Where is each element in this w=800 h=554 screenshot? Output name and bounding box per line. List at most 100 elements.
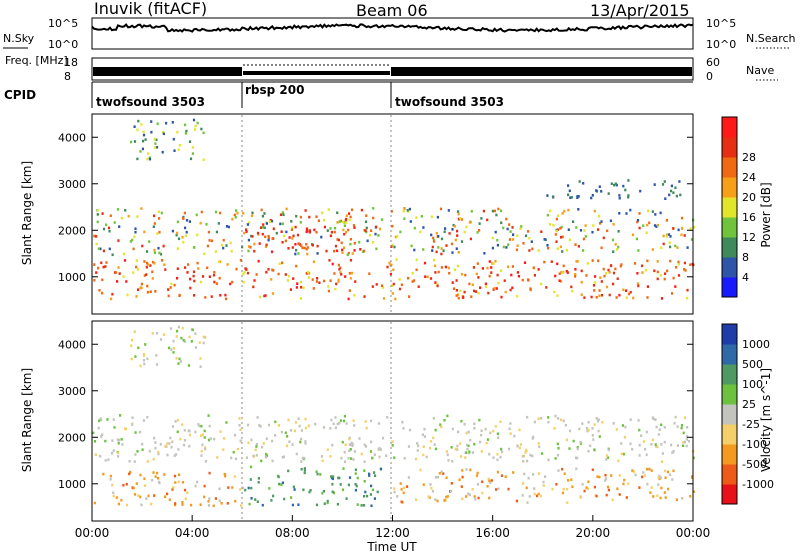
echo-cell: [138, 430, 142, 434]
echo-cell: [500, 295, 503, 299]
echo-cell: [315, 215, 318, 218]
echo-cell: [500, 269, 503, 272]
echo-cell: [172, 347, 175, 350]
echo-cell: [174, 420, 177, 423]
echo-cell: [329, 234, 332, 238]
echo-cell: [214, 250, 217, 253]
echo-cell: [153, 494, 156, 497]
echo-cell: [523, 472, 526, 476]
echo-cell: [120, 438, 123, 441]
echo-cell: [148, 240, 151, 243]
echo-cell: [589, 444, 592, 448]
echo-cell: [250, 438, 253, 442]
echo-cell: [327, 285, 330, 288]
echo-cell: [581, 483, 584, 486]
echo-cell: [199, 357, 202, 360]
echo-cell: [440, 252, 443, 256]
echo-cell: [515, 248, 519, 252]
echo-cell: [128, 472, 131, 476]
echo-cell: [451, 281, 454, 284]
echo-cell: [675, 266, 678, 269]
echo-cell: [598, 289, 601, 292]
echo-cell: [97, 426, 100, 430]
echo-cell: [143, 230, 146, 234]
echo-cell: [580, 280, 583, 284]
echo-cell: [686, 426, 689, 429]
cpid-segment-label: twofsound 3503: [395, 95, 504, 109]
echo-cell: [660, 443, 663, 446]
echo-cell: [369, 450, 373, 453]
echo-cell: [172, 351, 175, 354]
echo-cell: [586, 487, 590, 491]
echo-cell: [251, 235, 254, 238]
echo-cell: [436, 284, 439, 288]
echo-cell: [457, 210, 460, 213]
echo-cell: [191, 152, 194, 155]
echo-cell: [472, 266, 475, 269]
echo-cell: [267, 236, 270, 239]
echo-cell: [145, 497, 148, 500]
echo-cell: [660, 486, 663, 490]
echo-cell: [246, 271, 250, 275]
echo-cell: [391, 224, 394, 228]
echo-cell: [209, 437, 212, 440]
echo-cell: [162, 132, 165, 136]
echo-cell: [435, 250, 438, 254]
echo-cell: [157, 246, 160, 250]
echo-cell: [408, 295, 411, 298]
echo-cell: [463, 422, 466, 426]
echo-cell: [444, 265, 447, 269]
echo-cell: [638, 443, 641, 447]
echo-cell: [642, 440, 646, 443]
echo-cell: [444, 227, 447, 230]
echo-cell: [188, 335, 191, 339]
velocity-y-label: Slant Range [km]: [20, 368, 34, 472]
echo-cell: [407, 276, 410, 280]
echo-cell: [562, 264, 565, 268]
echo-cell: [350, 271, 353, 275]
echo-cell: [245, 456, 248, 459]
echo-cell: [494, 425, 497, 428]
echo-cell: [172, 339, 175, 343]
echo-cell: [473, 289, 476, 293]
echo-cell: [431, 249, 434, 252]
colorbar-tick-label: 1000: [742, 338, 770, 351]
echo-cell: [634, 473, 637, 477]
echo-cell: [250, 214, 254, 217]
echo-cell: [369, 493, 372, 496]
echo-cell: [277, 475, 280, 479]
echo-cell: [483, 252, 486, 255]
echo-cell: [253, 242, 256, 246]
echo-cell: [344, 443, 347, 446]
echo-cell: [171, 121, 174, 124]
echo-cell: [364, 220, 368, 224]
echo-cell: [495, 213, 498, 217]
echo-cell: [496, 243, 499, 247]
echo-cell: [203, 495, 206, 499]
echo-cell: [460, 485, 463, 488]
echo-cell: [349, 215, 352, 219]
echo-cell: [578, 427, 581, 431]
echo-cell: [638, 212, 641, 215]
echo-cell: [497, 436, 500, 440]
echo-cell: [476, 231, 479, 234]
echo-cell: [543, 260, 546, 264]
echo-cell: [256, 416, 259, 419]
echo-cell: [98, 289, 101, 292]
echo-cell: [592, 438, 595, 441]
echo-cell: [184, 497, 187, 501]
echo-cell: [179, 437, 182, 441]
echo-cell: [349, 277, 352, 280]
echo-cell: [302, 488, 305, 492]
echo-cell: [500, 447, 503, 451]
echo-cell: [631, 469, 634, 472]
echo-cell: [303, 468, 306, 472]
echo-cell: [434, 476, 438, 479]
echo-cell: [125, 503, 129, 507]
echo-cell: [457, 217, 460, 221]
echo-cell: [656, 223, 659, 227]
echo-cell: [265, 270, 268, 274]
echo-cell: [654, 213, 657, 216]
echo-cell: [99, 247, 102, 251]
echo-cell: [399, 230, 402, 234]
